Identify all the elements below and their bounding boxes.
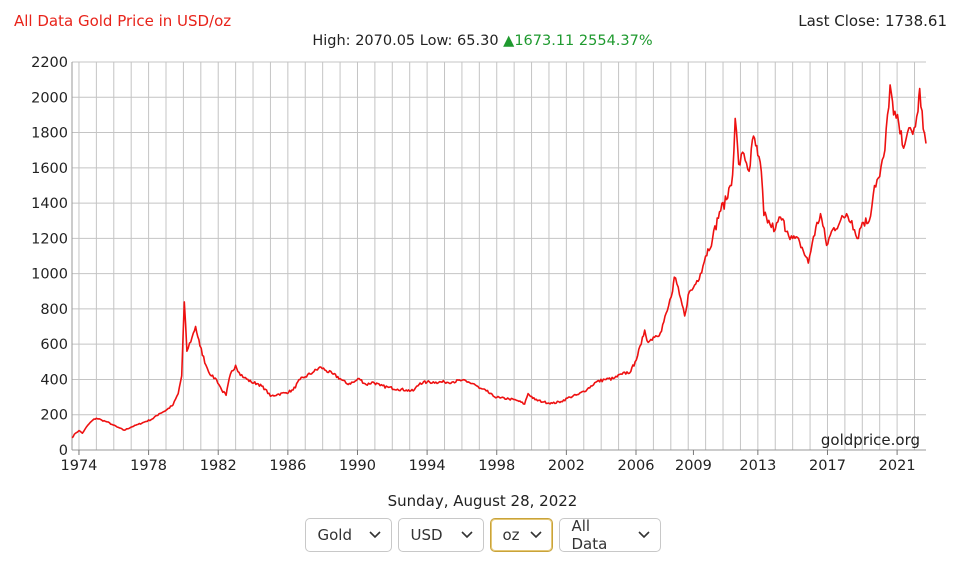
x-tick-label: 2002 (548, 458, 585, 474)
chart-grid (72, 61, 926, 451)
x-tick-label: 1998 (478, 458, 515, 474)
metal-select-value: Gold (317, 526, 353, 544)
y-tick-label: 2200 (31, 55, 68, 71)
range-select[interactable]: All Data (558, 517, 661, 553)
date-label: Sunday, August 28, 2022 (387, 492, 578, 510)
x-tick-label: 2017 (809, 458, 846, 474)
y-tick-label: 1600 (31, 161, 68, 177)
high-label: High: (312, 33, 351, 49)
chart-axes (71, 62, 926, 451)
y-tick-label: 0 (59, 443, 68, 459)
last-close-label: Last Close: (798, 12, 881, 30)
x-tick-label: 1986 (269, 458, 306, 474)
low-value: 65.30 (457, 33, 499, 49)
change-value: 1673.11 (514, 33, 575, 49)
y-tick-label: 200 (40, 408, 68, 424)
chevron-down-icon (638, 531, 650, 539)
y-tick-label: 1000 (31, 267, 68, 283)
y-tick-label: 1800 (31, 126, 68, 142)
high-value: 2070.05 (355, 33, 416, 49)
chart-controls: Gold USD oz All Data (0, 517, 965, 553)
range-select-value: All Data (571, 517, 608, 553)
x-tick-label: 2006 (618, 458, 655, 474)
change-up-icon: ▲ (503, 33, 515, 49)
y-tick-label: 600 (40, 337, 68, 353)
chevron-down-icon (460, 531, 473, 539)
price-chart: 0 200 400 600 800 1000 1200 1400 1600 1800 2000 220… (31, 55, 927, 474)
y-tick-label: 800 (40, 302, 68, 318)
watermark: goldprice.org (821, 431, 920, 449)
x-tick-label: 1994 (409, 458, 446, 474)
unit-select[interactable]: oz (489, 518, 553, 552)
x-tick-label: 2021 (879, 458, 916, 474)
x-tick-label: 1990 (339, 458, 376, 474)
currency-select[interactable]: USD (397, 518, 484, 552)
y-tick-label: 1400 (31, 196, 68, 212)
x-tick-label: 1978 (130, 458, 167, 474)
x-tick-label: 1982 (200, 458, 237, 474)
low-label: Low: (419, 33, 453, 49)
x-axis-ticks: 1974 1978 1982 1986 1990 1994 1998 2002 2006 2009… (61, 450, 916, 474)
last-close-value: 1738.61 (884, 12, 947, 30)
chevron-down-icon (368, 531, 381, 539)
price-stats: High: 2070.05 Low: 65.30 ▲1673.11 2554.3… (0, 33, 965, 49)
metal-select[interactable]: Gold (304, 518, 392, 552)
y-tick-label: 2000 (31, 90, 68, 106)
x-tick-label: 2013 (739, 458, 776, 474)
price-line (71, 84, 927, 439)
unit-select-value: oz (502, 526, 520, 544)
chart-title: All Data Gold Price in USD/oz (14, 12, 232, 30)
chevron-down-icon (529, 531, 542, 539)
y-tick-label: 1200 (31, 231, 68, 247)
currency-select-value: USD (410, 526, 443, 544)
y-axis-ticks: 0 200 400 600 800 1000 1200 1400 1600 1800 2000 220… (31, 55, 68, 459)
x-tick-label: 2009 (675, 458, 712, 474)
x-tick-label: 1974 (61, 458, 98, 474)
change-percent: 2554.37% (578, 33, 653, 49)
y-tick-label: 400 (40, 372, 68, 388)
last-close: Last Close: 1738.61 (798, 12, 947, 30)
